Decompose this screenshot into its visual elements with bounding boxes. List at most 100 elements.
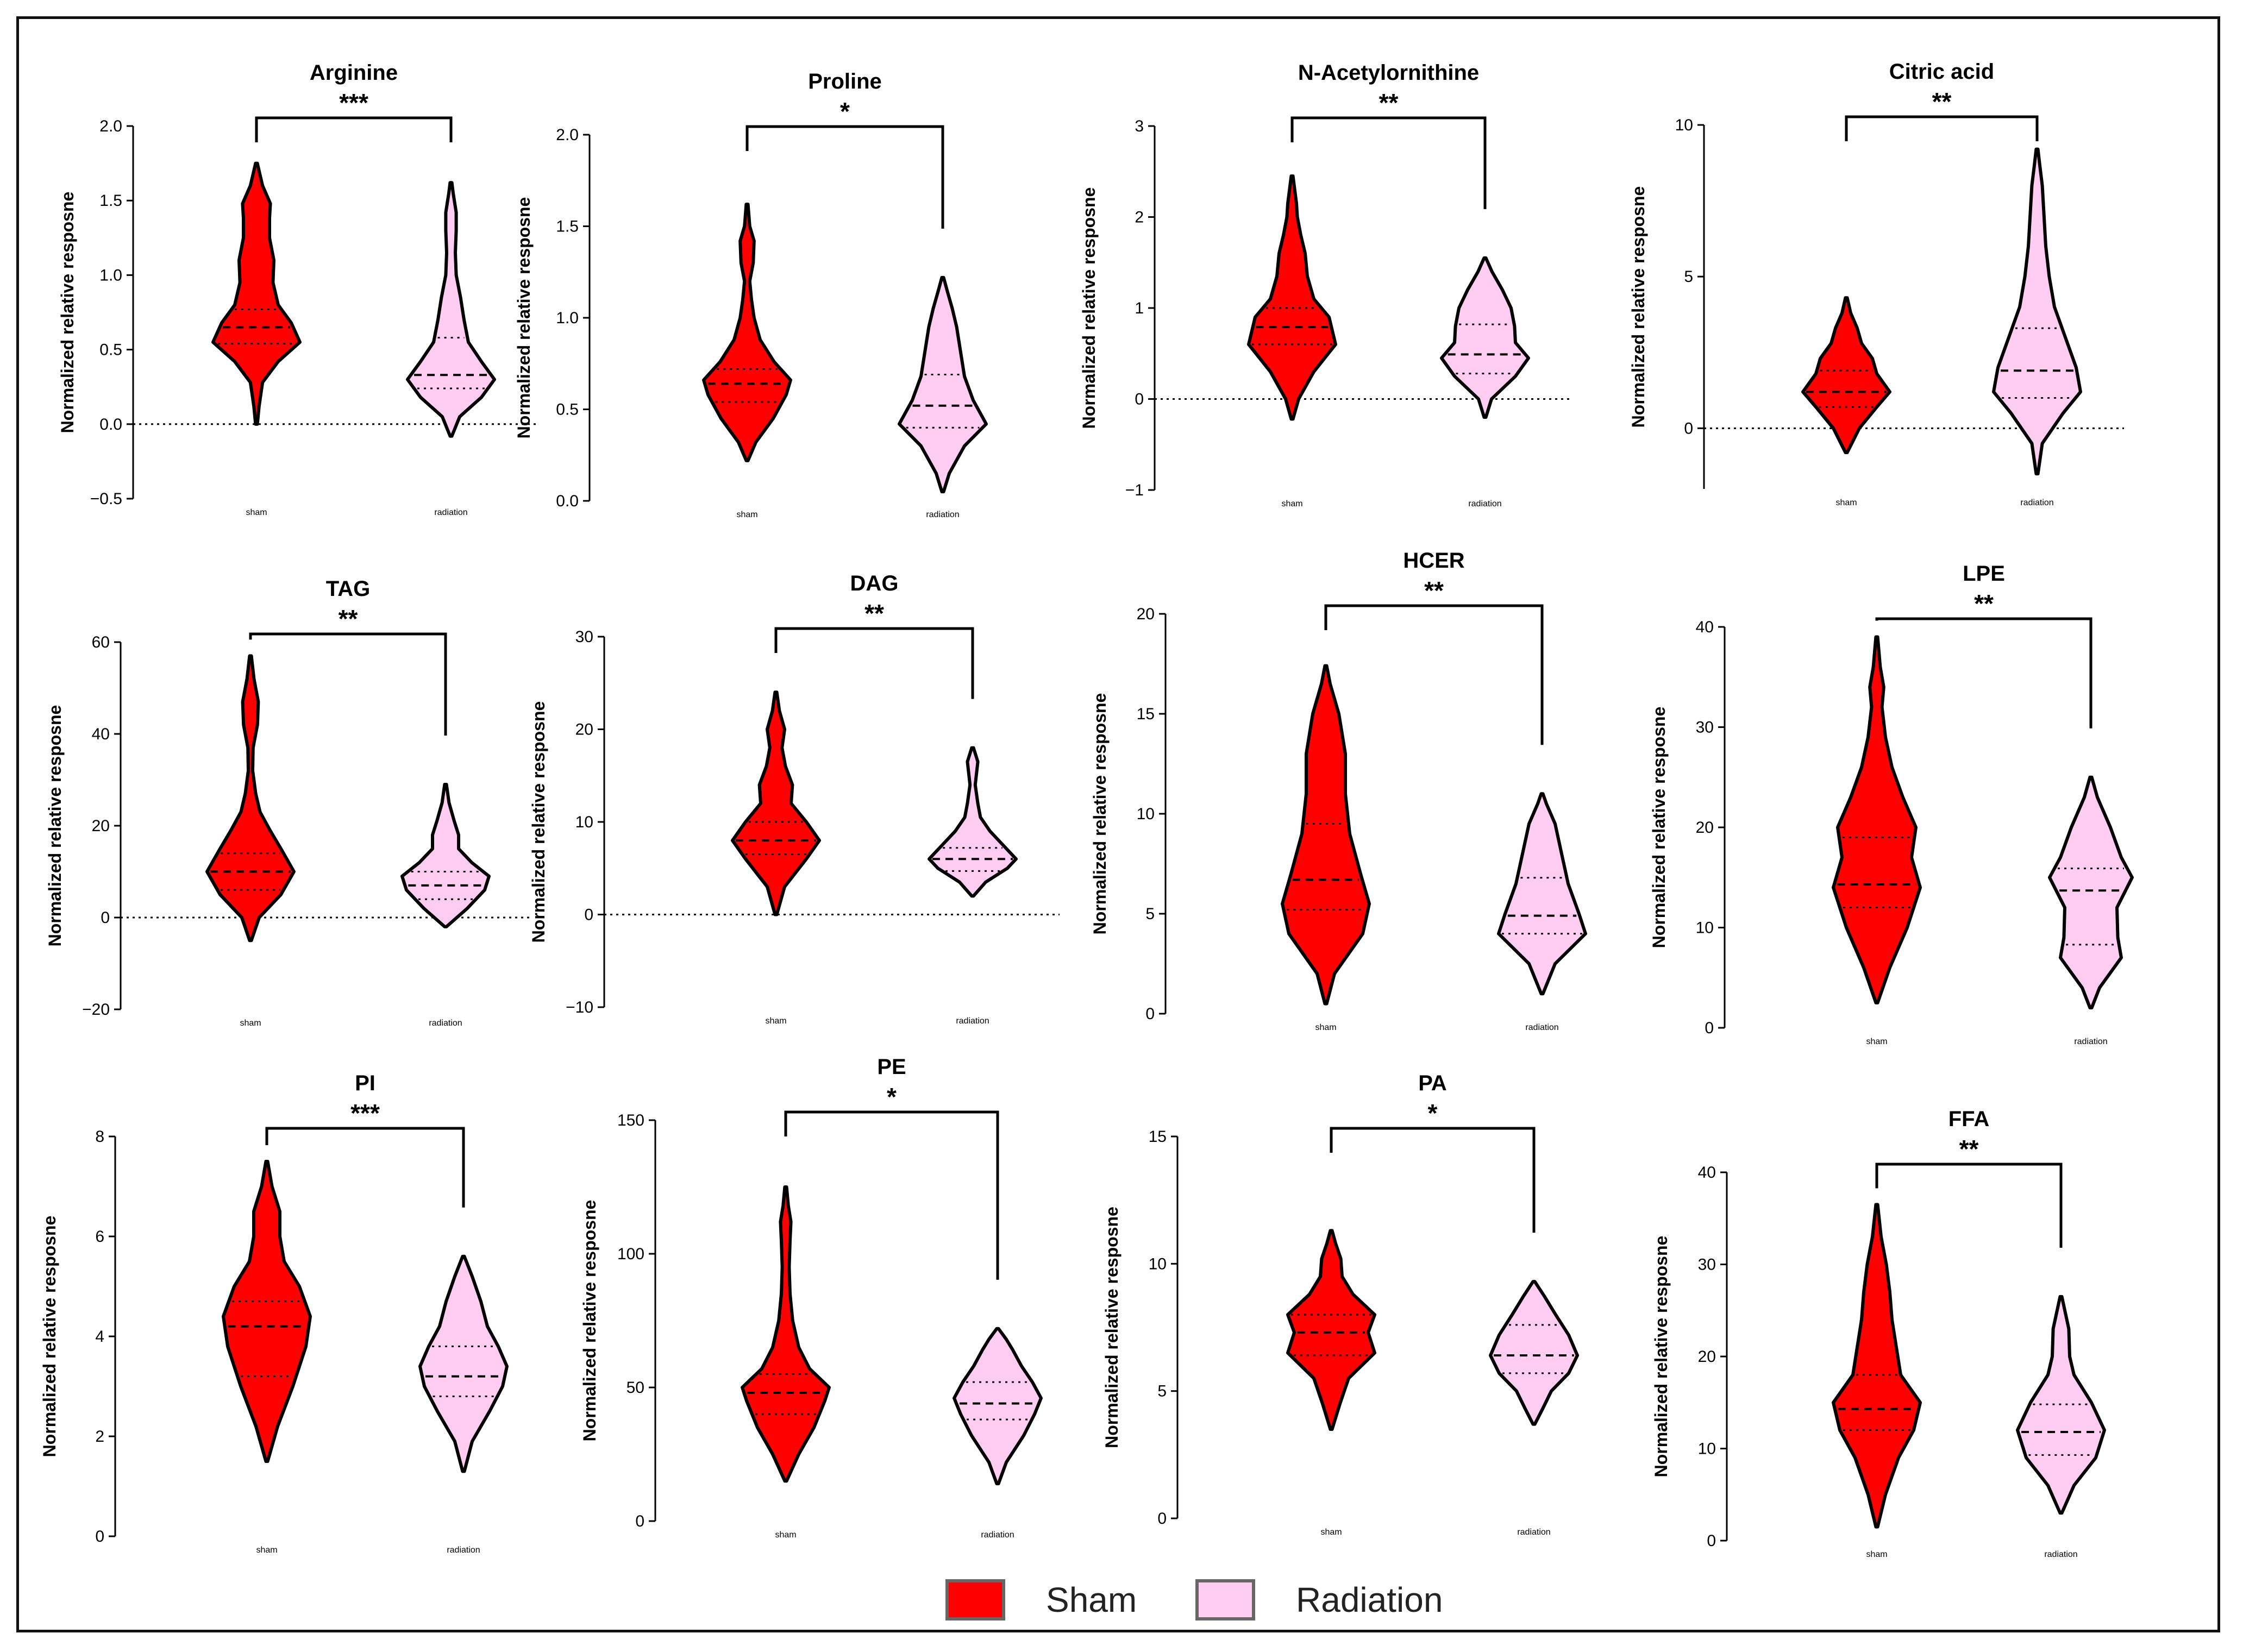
significance-label-hcer: ** [1424,576,1444,605]
violin-radiation-n-acetylornithine [1440,256,1530,419]
x-tick-label-sham: sham [1866,1550,1887,1559]
y-tick-label-citric-acid: 0 [1684,419,1693,437]
violin-radiation-proline [898,275,988,494]
x-tick-label-sham: sham [765,1016,786,1026]
y-tick-label-pe: 100 [617,1245,644,1263]
x-tick-label-radiation: radiation [2020,498,2053,507]
x-tick-label-sham: sham [246,508,267,517]
significance-bracket-pa [1330,1127,1536,1233]
y-axis-label-pi: Normalized relative resposne [40,1216,59,1458]
y-tick-label-arginine: 0.5 [99,341,122,359]
chart-title-arginine: Arginine [310,61,398,85]
y-tick-label-hcer: 20 [1137,605,1155,623]
y-axis-label-tag: Normalized relative resposne [45,705,65,947]
y-tick-label-proline: 1.0 [556,309,579,327]
violin-radiation-pa [1489,1280,1579,1426]
chart-lpe: LPE 0 10 20 30 40 Normalized relative resposne… [1649,562,2134,1046]
significance-bracket-lpe [1875,617,2092,728]
x-tick-label-radiation: radiation [447,1546,480,1555]
significance-label-proline: * [840,97,850,125]
x-tick-label-radiation: radiation [956,1016,989,1026]
significance-label-pi: *** [350,1099,380,1127]
significance-label-n-acetylornithine: ** [1379,89,1399,117]
violin-sham-tag [205,654,296,943]
significance-bracket-tag [249,632,447,736]
y-tick-label-pi: 6 [95,1228,104,1246]
significance-label-lpe: ** [1974,589,1994,618]
significance-bracket-pi [265,1127,465,1208]
chart-pi: PI 0 2 4 6 8 Normalized relative resposne sham r… [40,1071,509,1555]
significance-label-pe: * [887,1083,897,1111]
chart-pa: PA 0 5 10 15 Normalized relative resposne sham… [1102,1071,1579,1537]
x-tick-label-radiation: radiation [2074,1037,2107,1046]
significance-label-arginine: *** [339,89,368,117]
y-tick-label-citric-acid: 10 [1675,116,1693,134]
y-tick-label-ffa: 10 [1698,1440,1716,1458]
y-tick-label-lpe: 0 [1705,1019,1714,1037]
violin-sham-lpe [1832,635,1922,1004]
significance-bracket-citric-acid [1845,115,2039,141]
significance-bracket-hcer [1324,604,1544,745]
x-tick-label-sham: sham [1835,498,1857,507]
x-tick-label-radiation: radiation [926,510,959,519]
y-tick-label-dag: 30 [575,628,593,646]
y-tick-label-n-acetylornithine: 2 [1135,209,1144,227]
legend-radiation: Radiation [1195,1575,1443,1624]
violin-radiation-lpe [2048,775,2134,1010]
x-tick-label-radiation: radiation [2044,1550,2077,1559]
violin-sham-pi [222,1160,312,1463]
y-tick-label-hcer: 5 [1145,905,1155,923]
y-tick-label-pa: 0 [1157,1510,1167,1528]
y-tick-label-pi: 4 [95,1328,104,1346]
y-tick-label-pe: 150 [617,1111,644,1129]
y-axis-label-hcer: Normalized relative resposne [1090,693,1110,935]
y-tick-label-ffa: 40 [1698,1164,1716,1182]
y-tick-label-pe: 50 [626,1379,644,1397]
y-tick-label-pi: 2 [95,1428,104,1446]
y-tick-label-pa: 10 [1149,1255,1167,1273]
violin-radiation-arginine [406,181,496,438]
y-tick-label-n-acetylornithine: −1 [1125,481,1144,499]
significance-bracket-ffa [1875,1163,2063,1248]
y-tick-label-tag: −20 [82,1001,110,1019]
y-tick-label-pa: 5 [1157,1383,1167,1400]
y-tick-label-ffa: 30 [1698,1256,1716,1274]
y-tick-label-hcer: 0 [1145,1005,1155,1023]
y-tick-label-ffa: 0 [1707,1532,1716,1550]
y-axis-label-pa: Normalized relative resposne [1102,1207,1122,1448]
chart-title-pe: PE [877,1055,906,1079]
chart-arginine: Arginine −0.5 0.0 0.5 1.0 1.5 2.0 Normalized re… [58,61,538,517]
x-tick-label-sham: sham [1320,1528,1342,1537]
x-tick-label-sham: sham [1315,1023,1336,1032]
y-tick-label-hcer: 10 [1137,805,1155,823]
y-axis-label-citric-acid: Normalized relative resposne [1628,186,1648,428]
violin-sham-arginine [211,161,302,426]
legend-label-sham: Sham [1046,1580,1137,1619]
y-axis-label-ffa: Normalized relative resposne [1651,1236,1671,1478]
y-axis-label-proline: Normalized relative resposne [514,197,534,439]
chart-tag: TAG −20 0 20 40 60 Normalized relative resposn… [45,577,532,1028]
y-tick-label-proline: 0.0 [556,492,579,510]
y-tick-label-n-acetylornithine: 1 [1135,299,1144,317]
violin-sham-citric-acid [1801,296,1891,454]
violin-sham-dag [731,690,821,916]
chart-title-ffa: FFA [1948,1107,1990,1131]
violin-radiation-pe [953,1327,1043,1486]
chart-title-tag: TAG [326,577,370,601]
significance-label-dag: ** [864,599,884,627]
figure-frame [16,16,2220,1632]
violin-radiation-citric-acid [1992,147,2082,476]
y-tick-label-lpe: 20 [1696,819,1714,837]
legend-label-radiation: Radiation [1296,1580,1443,1619]
y-tick-label-arginine: 0.0 [99,416,122,434]
chart-hcer: HCER 0 5 10 15 20 Normalized relative resposne… [1090,549,1587,1032]
violin-radiation-hcer [1497,792,1587,996]
y-axis-label-arginine: Normalized relative resposne [58,192,77,434]
violin-sham-ffa [1832,1203,1922,1529]
chart-title-pa: PA [1418,1071,1447,1095]
chart-pe: PE 0 50 100 150 Normalized relative resposne s… [580,1055,1043,1540]
violin-sham-pe [741,1185,831,1483]
y-tick-label-arginine: −0.5 [90,490,122,508]
y-tick-label-pi: 8 [95,1128,104,1146]
